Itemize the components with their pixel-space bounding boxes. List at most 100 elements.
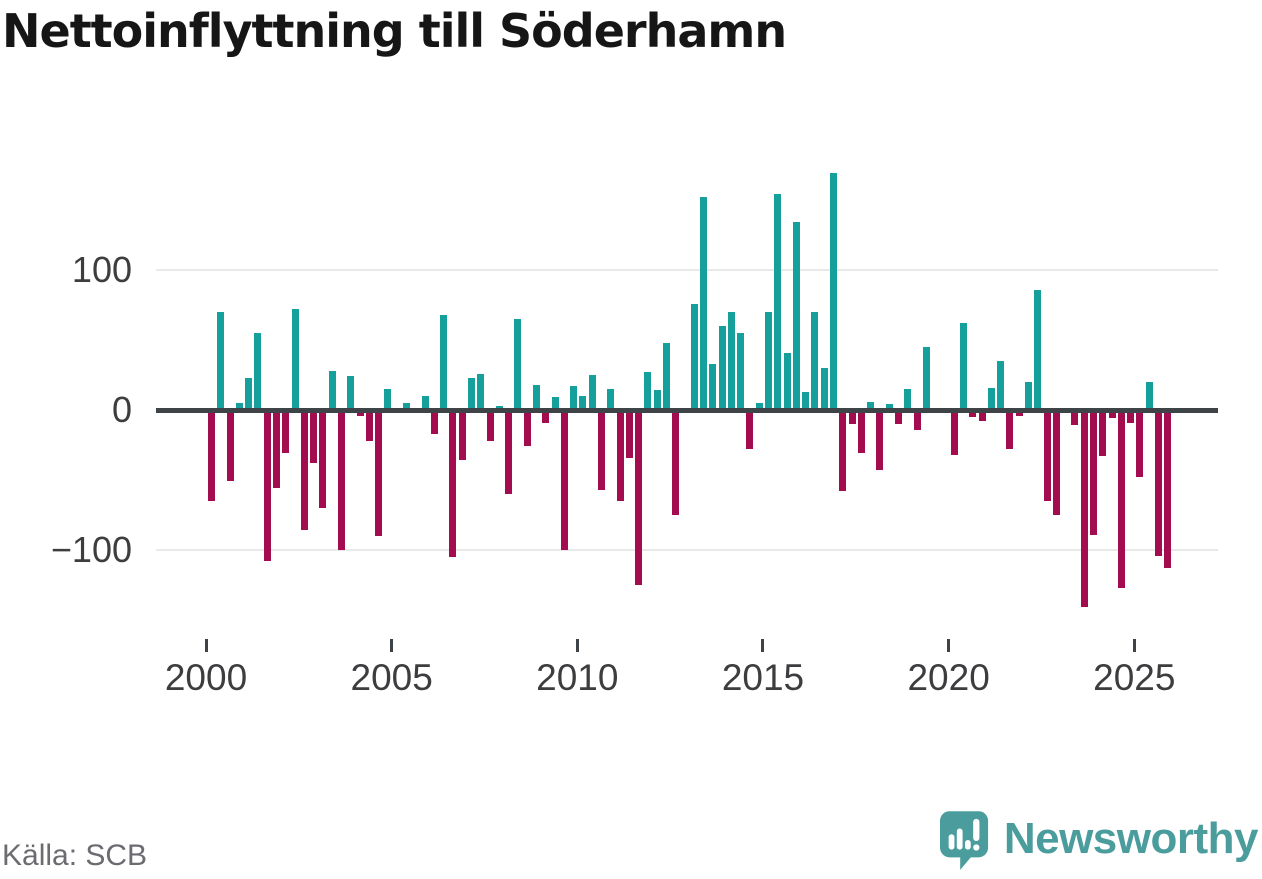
x-axis-tick [947, 639, 951, 652]
chart-bar [978, 410, 986, 422]
chart-bar [700, 197, 707, 410]
chart-bar [867, 401, 875, 410]
chart-bar [291, 309, 299, 410]
chart-bar [1108, 410, 1116, 419]
chart-bar [235, 403, 243, 410]
chart-bar [718, 326, 726, 410]
chart-bar [384, 389, 392, 410]
chart-bar [987, 387, 995, 410]
chart-bar [857, 410, 865, 454]
chart-bar [588, 375, 596, 410]
chart-bar [839, 410, 847, 492]
chart-bar [551, 397, 559, 410]
chart-bar [662, 342, 670, 410]
newsworthy-wordmark: Newsworthy [1003, 814, 1259, 863]
chart-bar [1043, 410, 1051, 501]
newsworthy-logo-icon [939, 811, 988, 870]
x-axis-tick [1132, 639, 1136, 652]
chart-bar [486, 410, 494, 441]
chart-bar [347, 376, 355, 410]
chart-bar [273, 410, 280, 489]
chart-bar [514, 319, 522, 410]
chart-bar [635, 410, 642, 585]
zero-axis-line [156, 407, 1218, 413]
chart-bar [913, 410, 921, 430]
chart-bar [876, 410, 884, 471]
chart-bar [625, 410, 633, 458]
chart-bar [950, 410, 958, 455]
chart-bar [755, 403, 763, 410]
chart-bar [1089, 410, 1097, 535]
chart-bar [226, 410, 234, 482]
chart-bar [904, 389, 912, 410]
chart-bar [449, 410, 457, 557]
x-axis-tick [204, 639, 208, 652]
chart-bar [820, 368, 828, 410]
chart-bar [217, 312, 225, 410]
chart-bar [1154, 410, 1162, 556]
chart-bar [477, 373, 485, 410]
chart-bar [1080, 410, 1088, 608]
chart-bar [690, 303, 698, 410]
chart-bar [542, 410, 550, 423]
chart-bar [440, 314, 448, 410]
source-note: Källa: SCB [2, 839, 148, 872]
chart-bar [300, 410, 308, 531]
chart-bar [607, 389, 615, 410]
chart-bar [560, 410, 568, 550]
chart-bar [1071, 410, 1079, 426]
chart-bar [458, 410, 466, 461]
chart-bar [653, 390, 661, 410]
chart-bar [254, 333, 262, 410]
chart-bar [922, 347, 930, 410]
chart-bar [1015, 410, 1023, 416]
chart-bar [1127, 410, 1134, 423]
chart-bar [802, 391, 810, 410]
x-axis-label: 2005 [350, 657, 433, 698]
chart-bar [709, 363, 717, 410]
chart-bar [523, 410, 531, 447]
chart-bar [375, 410, 383, 536]
chart-bar [467, 377, 475, 410]
chart-bar [1164, 410, 1172, 569]
chart-bar [774, 194, 782, 410]
chart-bar [1006, 410, 1014, 450]
chart-bar [1145, 382, 1153, 410]
chart-bar [765, 312, 772, 410]
chart-bar [1034, 289, 1042, 410]
chart-bar [338, 410, 345, 550]
chart-title: Nettoinflyttning till Söderhamn [2, 4, 787, 58]
chart-bar [885, 404, 893, 410]
chart-bar [263, 410, 271, 562]
chart-bar [319, 410, 327, 508]
chart-bar [894, 410, 902, 424]
chart-bar [282, 410, 290, 454]
chart-bar [328, 370, 336, 410]
y-axis-label: −100 [50, 529, 132, 570]
chart-bar [208, 410, 215, 501]
chart-bar [505, 410, 513, 494]
x-axis-label: 2025 [1093, 657, 1176, 698]
chart-bar [430, 410, 438, 434]
chart-bar [811, 312, 819, 410]
chart-bar [365, 410, 373, 441]
chart-bar [1024, 382, 1032, 410]
chart-bar [245, 377, 253, 410]
chart-bar [830, 173, 837, 410]
x-axis-label: 2015 [721, 657, 805, 698]
x-axis-tick [761, 639, 765, 652]
chart-bar [402, 403, 410, 410]
chart-bar [1117, 410, 1125, 588]
chart-bar [570, 386, 577, 410]
chart-bar [1136, 410, 1144, 478]
chart-bar [792, 222, 800, 410]
chart-bar [783, 352, 791, 410]
x-axis-label: 2010 [536, 657, 619, 698]
chart-bar [737, 333, 745, 410]
chart-bar [310, 410, 318, 464]
x-axis-label: 2000 [164, 657, 248, 698]
y-axis-label: 0 [111, 389, 132, 430]
x-axis-tick [390, 639, 394, 652]
